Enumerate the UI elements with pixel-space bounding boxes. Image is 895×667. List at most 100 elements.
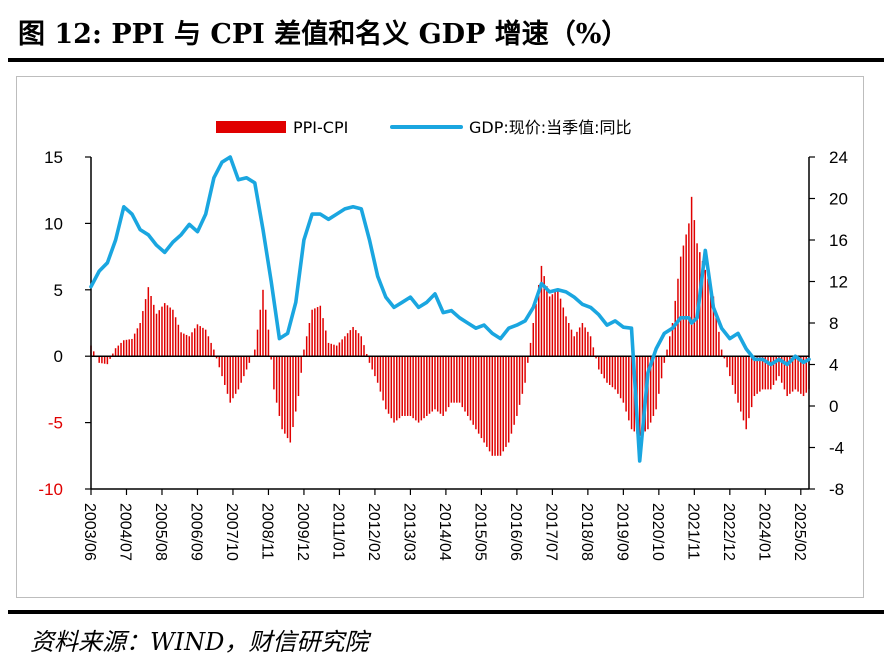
ppi-cpi-bar	[753, 356, 756, 397]
ppi-cpi-bar	[630, 356, 633, 430]
ppi-cpi-bar	[357, 333, 360, 357]
ppi-cpi-bar	[497, 356, 499, 456]
ppi-cpi-bar	[275, 356, 278, 403]
ppi-cpi-bar	[193, 328, 196, 357]
ppi-cpi-bar	[666, 349, 668, 357]
ppi-cpi-bar	[647, 356, 649, 430]
ppi-cpi-bar	[480, 356, 483, 439]
ppi-cpi-bar	[486, 356, 488, 447]
ppi-cpi-bar	[207, 336, 210, 357]
ppi-cpi-bar	[352, 326, 354, 357]
ppi-cpi-bar	[521, 356, 524, 394]
ppi-cpi-bar	[234, 356, 237, 394]
ppi-cpi-bar	[488, 356, 491, 452]
x-tick-label: 2018/08	[578, 503, 595, 561]
x-tick-label: 2008/11	[259, 503, 276, 560]
title-rule	[8, 58, 884, 62]
ppi-cpi-bar	[325, 330, 327, 357]
ppi-cpi-bar	[256, 329, 259, 357]
ppi-cpi-bar	[611, 356, 614, 388]
ppi-cpi-bar	[319, 305, 322, 357]
ppi-cpi-bar	[587, 331, 589, 357]
ppi-cpi-bar	[341, 339, 343, 357]
ppi-cpi-bar	[595, 356, 597, 359]
ppi-cpi-bar	[573, 336, 575, 357]
ppi-cpi-bar	[720, 349, 723, 357]
ppi-cpi-bar	[608, 356, 611, 385]
ppi-cpi-bar	[346, 333, 349, 357]
x-tick-label: 2006/09	[188, 503, 205, 561]
ppi-cpi-bar	[529, 342, 532, 357]
ppi-cpi-bar	[527, 356, 529, 363]
ppi-cpi-bar	[638, 356, 641, 436]
ppi-cpi-bar	[505, 356, 507, 447]
ppi-cpi-bar	[163, 303, 166, 357]
ppi-cpi-bar	[723, 356, 726, 359]
ppi-cpi-bar	[396, 356, 398, 421]
ppi-cpi-bar	[764, 356, 767, 390]
ppi-cpi-bar	[406, 356, 409, 416]
ppi-cpi-bar	[802, 356, 805, 397]
ppi-cpi-bar	[131, 338, 133, 357]
ppi-cpi-bar	[469, 356, 472, 421]
ppi-cpi-bar	[188, 336, 191, 357]
left-tick-label: 15	[44, 148, 63, 167]
ppi-cpi-bar	[196, 324, 199, 357]
ppi-cpi-bar	[677, 278, 679, 357]
x-tick-label: 2005/08	[152, 503, 169, 561]
ppi-cpi-bar	[688, 223, 690, 357]
ppi-cpi-bar	[712, 296, 715, 357]
ppi-cpi-bar	[477, 356, 480, 434]
ppi-cpi-bar	[494, 356, 496, 456]
ppi-cpi-bar	[715, 314, 717, 357]
ppi-cpi-bar	[300, 356, 302, 373]
axes	[85, 156, 815, 495]
ppi-cpi-bar	[740, 356, 742, 412]
ppi-cpi-bar	[535, 303, 537, 357]
ppi-cpi-bar	[382, 356, 384, 401]
ppi-cpi-bar	[423, 356, 425, 419]
ppi-cpi-bar	[311, 309, 313, 357]
ppi-cpi-bar	[254, 349, 256, 357]
ppi-cpi-bar	[142, 311, 144, 357]
ppi-cpi-bar	[532, 323, 535, 357]
ppi-cpi-bar	[745, 356, 747, 430]
ppi-cpi-bar	[412, 356, 414, 419]
ppi-cpi-bar	[464, 356, 466, 412]
x-tick-label: 2024/01	[755, 503, 772, 561]
ppi-cpi-bar	[759, 356, 761, 392]
ppi-cpi-bar	[584, 327, 586, 357]
ppi-cpi-bar	[619, 356, 622, 399]
right-tick-label: 20	[829, 190, 848, 209]
ppi-cpi-bar	[655, 356, 657, 410]
ppi-cpi-bar	[461, 356, 464, 408]
ppi-cpi-bar	[791, 356, 794, 392]
ppi-cpi-bar	[589, 336, 592, 357]
ppi-cpi-bar	[248, 356, 251, 363]
ppi-cpi-bar	[603, 356, 605, 379]
ppi-cpi-bar	[674, 300, 676, 357]
ppi-cpi-bar	[374, 356, 376, 377]
ppi-cpi-bar	[742, 356, 745, 421]
ppi-cpi-bar	[439, 356, 442, 414]
ppi-cpi-bar	[671, 323, 674, 357]
ppi-cpi-bar	[507, 356, 510, 443]
ppi-cpi-bar	[543, 276, 545, 357]
ppi-cpi-bar	[707, 278, 709, 357]
ppi-cpi-bar	[516, 356, 518, 416]
ppi-cpi-bar	[335, 345, 338, 357]
ppi-cpi-bar	[295, 356, 297, 412]
ppi-cpi-bar	[226, 356, 229, 394]
ppi-cpi-bar	[415, 356, 417, 421]
ppi-cpi-bar	[456, 356, 458, 403]
ppi-cpi-bar	[475, 356, 477, 430]
ppi-cpi-bar	[185, 334, 188, 357]
ppi-cpi-bar	[726, 356, 728, 368]
ppi-cpi-bar	[499, 356, 502, 456]
ppi-cpi-bar	[128, 339, 130, 357]
ppi-cpi-bar	[191, 332, 193, 357]
ppi-cpi-bar	[92, 351, 95, 357]
ppi-cpi-bar	[576, 331, 578, 357]
ppi-cpi-bar	[224, 356, 226, 385]
x-tick-label: 2025/02	[791, 503, 808, 561]
